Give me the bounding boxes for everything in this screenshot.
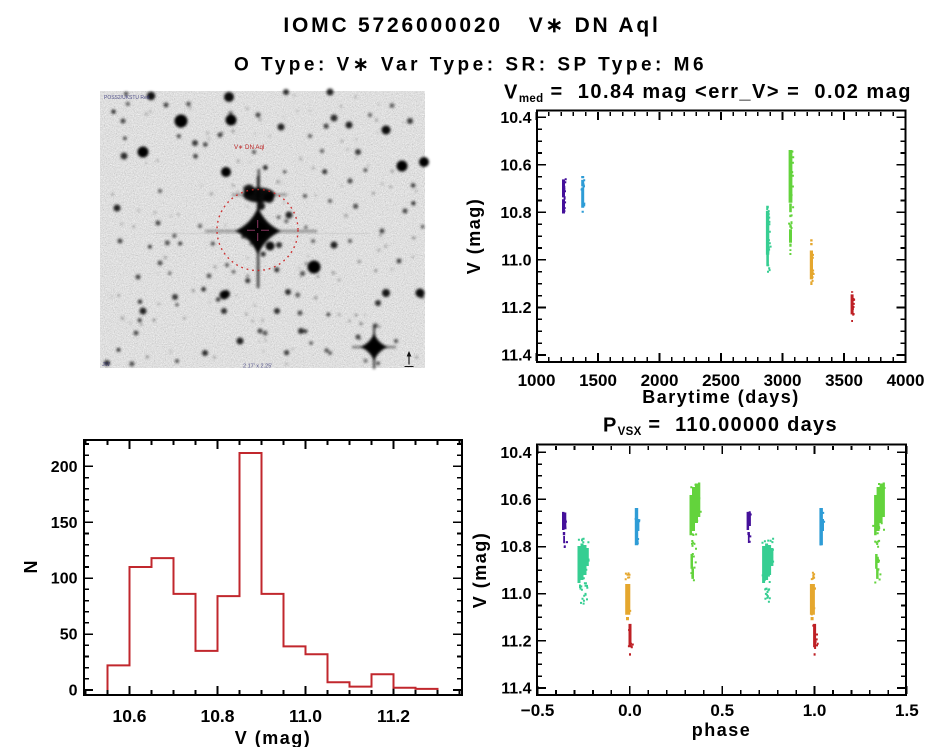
svg-text:10.6: 10.6 [500, 157, 531, 174]
svg-text:2500: 2500 [702, 371, 740, 390]
svg-text:V (mag): V (mag) [235, 728, 312, 747]
svg-text:50: 50 [60, 627, 78, 644]
svg-text:1000: 1000 [518, 371, 556, 390]
svg-text:V (mag): V (mag) [464, 198, 484, 275]
svg-text:IOMC 5726000020 V∗ DN Aql: IOMC 5726000020 V∗ DN Aql [283, 14, 660, 37]
svg-text:10.6: 10.6 [500, 492, 531, 509]
svg-text:Barytime (days): Barytime (days) [642, 387, 800, 407]
svg-text:0.0: 0.0 [618, 701, 642, 720]
svg-text:phase: phase [692, 720, 752, 740]
svg-text:10.8: 10.8 [500, 539, 531, 556]
svg-text:N: N [21, 561, 41, 574]
svg-text:11.2: 11.2 [501, 633, 531, 650]
svg-text:100: 100 [51, 571, 78, 588]
svg-text:1.0: 1.0 [803, 701, 827, 720]
svg-text:1.5: 1.5 [895, 701, 919, 720]
svg-text:200: 200 [51, 459, 78, 476]
svg-text:10.8: 10.8 [500, 205, 531, 222]
svg-text:11.4: 11.4 [501, 681, 531, 698]
svg-text:2 17′ x 2.25′: 2 17′ x 2.25′ [243, 364, 272, 370]
svg-text:V∗ DN Aql: V∗ DN Aql [234, 144, 264, 151]
svg-text:PVSX = 110.00000 days: PVSX = 110.00000 days [603, 414, 838, 438]
svg-text:11.0: 11.0 [289, 706, 322, 726]
svg-text:JW: JW [102, 362, 111, 368]
svg-text:0.5: 0.5 [710, 701, 734, 720]
svg-text:O Type: V∗ Var Type: SR: SP Ty: O Type: V∗ Var Type: SR: SP Type: M6 [234, 55, 707, 76]
svg-text:11.2: 11.2 [377, 706, 410, 726]
svg-text:150: 150 [51, 515, 78, 532]
svg-text:2000: 2000 [641, 371, 679, 390]
svg-text:10.4: 10.4 [500, 110, 531, 127]
svg-text:11.2: 11.2 [501, 300, 531, 317]
svg-text:4000: 4000 [887, 371, 925, 390]
svg-text:11.0: 11.0 [501, 252, 531, 269]
svg-text:11.0: 11.0 [501, 586, 531, 603]
svg-text:POSS2/UKSTU Red: POSS2/UKSTU Red [104, 95, 150, 101]
svg-text:10.8: 10.8 [200, 706, 234, 726]
svg-text:V (mag): V (mag) [470, 532, 490, 609]
svg-text:10.4: 10.4 [500, 445, 531, 462]
svg-text:10.6: 10.6 [112, 706, 146, 726]
svg-text:−0.5: −0.5 [521, 701, 555, 720]
svg-text:3000: 3000 [764, 371, 802, 390]
svg-text:3500: 3500 [825, 371, 863, 390]
svg-text:11.4: 11.4 [501, 348, 531, 365]
svg-text:Vmed = 10.84 mag <err_V> = 0: Vmed = 10.84 mag <err_V> = 0.02 mag [504, 81, 912, 105]
svg-text:0: 0 [69, 683, 78, 700]
svg-text:1500: 1500 [579, 371, 617, 390]
